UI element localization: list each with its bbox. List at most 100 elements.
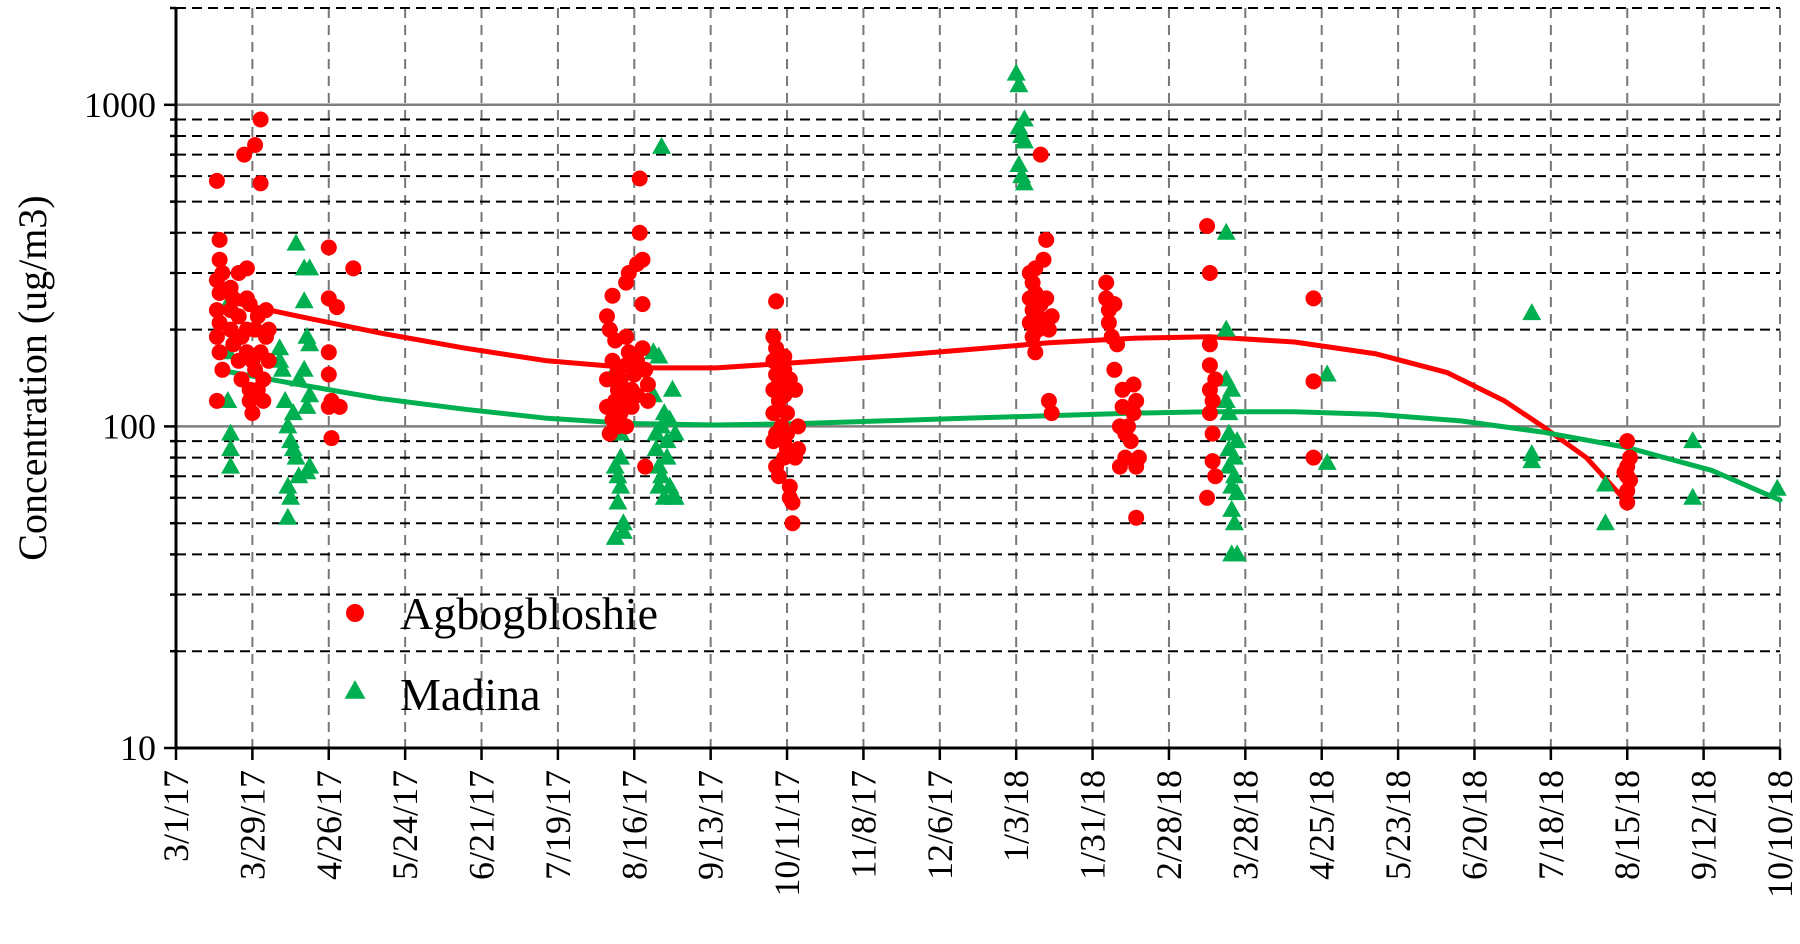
point-agbogbloshie [1204,453,1221,470]
point-madina [1216,222,1236,240]
point-madina [1014,109,1034,127]
point-agbogbloshie [345,260,362,277]
point-agbogbloshie [211,251,228,268]
point-agbogbloshie [781,478,798,495]
point-agbogbloshie [258,302,274,319]
x-tick-label: 6/21/17 [462,770,502,880]
point-agbogbloshie [241,392,258,409]
point-agbogbloshie [1125,405,1142,422]
point-agbogbloshie [1117,449,1134,466]
point-agbogbloshie [241,296,258,313]
point-madina [665,487,685,505]
x-tick-labels: 3/1/17 3/29/17 4/26/17 5/24/17 6/21/17 7/19/1… [156,770,1800,898]
point-agbogbloshie [1305,373,1322,390]
x-tick-label: 5/24/17 [385,770,425,880]
point-agbogbloshie [238,260,255,277]
point-agbogbloshie [776,348,793,365]
y-tick-label: 10 [120,728,156,768]
point-agbogbloshie [1027,344,1044,361]
point-madina [1216,390,1236,408]
point-agbogbloshie [1043,405,1060,422]
grid-lines [176,7,1781,748]
point-agbogbloshie [1122,433,1139,450]
point-agbogbloshie [637,361,654,378]
y-tick-label: 100 [102,406,156,446]
point-agbogbloshie [1100,314,1117,331]
x-tick-label: 12/6/17 [920,770,960,880]
point-agbogbloshie [765,405,782,422]
point-madina [221,439,241,457]
point-agbogbloshie [599,308,615,325]
point-agbogbloshie [208,172,225,189]
point-agbogbloshie [612,371,629,388]
point-agbogbloshie [1619,433,1636,450]
y-tick-labels: 10 100 1000 [84,85,156,768]
point-madina [608,466,628,484]
point-madina [221,456,241,474]
point-madina [1522,451,1542,469]
point-madina [1317,364,1337,382]
point-agbogbloshie [784,515,801,532]
point-agbogbloshie [618,328,635,345]
point-agbogbloshie [320,344,337,361]
point-madina [1317,452,1337,470]
x-tick-label: 3/28/18 [1225,770,1265,880]
point-agbogbloshie [599,371,615,388]
point-agbogbloshie [320,239,337,256]
point-madina [289,369,309,387]
x-tick-label: 10/10/18 [1760,770,1800,898]
point-agbogbloshie [1305,290,1322,307]
point-agbogbloshie [208,302,225,319]
point-agbogbloshie [639,376,656,393]
point-agbogbloshie [779,405,795,422]
point-agbogbloshie [1201,357,1218,374]
point-agbogbloshie [631,170,648,187]
point-agbogbloshie [255,371,272,388]
point-madina [611,447,631,465]
point-madina [300,258,320,276]
x-tick-label: 2/28/18 [1149,770,1189,880]
point-agbogbloshie [1204,392,1221,409]
x-tick-label: 8/15/18 [1607,770,1647,880]
point-madina [608,492,628,510]
point-madina [300,385,320,403]
point-agbogbloshie [236,146,253,163]
point-madina [297,462,317,480]
point-agbogbloshie [631,224,648,241]
point-madina [1006,63,1026,81]
x-tick-label: 5/23/18 [1378,770,1418,880]
point-madina [1222,379,1242,397]
y-axis-title: Concentration (ug/m3) [10,195,55,560]
point-madina [1522,303,1542,321]
point-agbogbloshie [323,430,340,447]
point-agbogbloshie [214,361,231,378]
point-madina [1224,513,1244,531]
point-agbogbloshie [790,441,806,458]
point-madina [1227,483,1247,501]
x-tick-label: 3/1/17 [156,770,196,862]
point-madina [1227,544,1247,562]
point-madina [613,513,633,531]
point-agbogbloshie [1207,468,1224,485]
point-madina [662,379,682,397]
point-madina [1009,154,1029,172]
legend-marker-madina [344,680,366,699]
point-agbogbloshie [214,265,231,281]
point-agbogbloshie [331,398,348,415]
point-madina [294,291,314,309]
point-agbogbloshie [790,418,806,435]
point-agbogbloshie [1201,405,1218,422]
point-madina [1224,447,1244,465]
point-madina [665,423,685,441]
point-madina [278,507,298,525]
trendlines [225,298,1783,505]
legend-label-agbogbloshie: Agbogbloshie [400,588,658,639]
x-tick-label: 7/18/18 [1531,770,1571,880]
point-agbogbloshie [1305,449,1322,466]
x-tick-label: 1/31/18 [1073,770,1113,880]
point-madina [1227,431,1247,449]
point-madina [1219,403,1239,421]
x-tick-label: 8/16/17 [614,770,654,880]
point-agbogbloshie [1035,251,1052,268]
point-agbogbloshie [1032,146,1049,163]
